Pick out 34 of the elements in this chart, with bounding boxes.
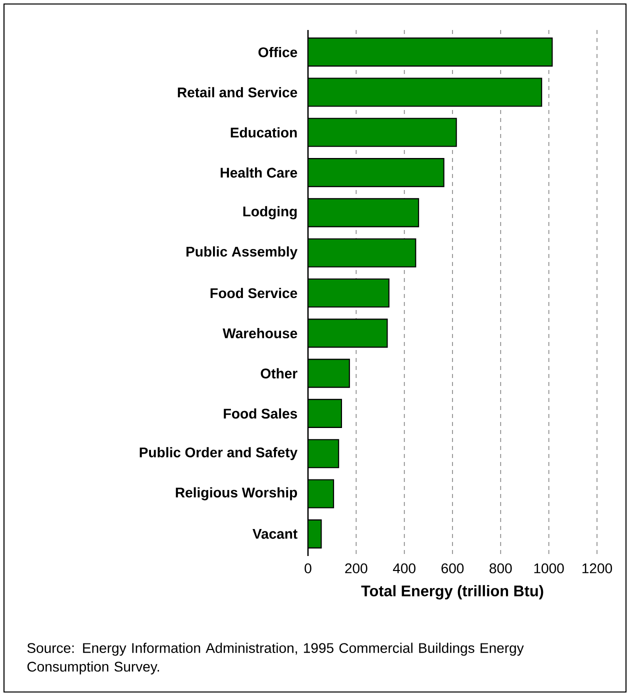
bar — [308, 398, 342, 428]
x-tick-label: 200 — [345, 563, 368, 574]
x-tick-label: 1000 — [534, 563, 564, 574]
bar — [308, 198, 420, 228]
x-tick-label: 0 — [304, 563, 312, 574]
y-tick-label: Public Order and Safety — [140, 447, 298, 460]
y-tick-label: Public Assembly — [186, 246, 298, 260]
bar — [308, 479, 334, 508]
x-tick-label: 400 — [392, 563, 416, 574]
y-tick-label: Retail and Service — [178, 87, 298, 98]
y-tick-label: Vacant — [252, 529, 298, 539]
y-tick-label: Food Sales — [224, 408, 298, 419]
x-tick-label: 1200 — [582, 563, 612, 574]
y-tick-label: Other — [260, 368, 298, 378]
y-tick-label: Education — [230, 127, 297, 138]
bar — [308, 358, 350, 388]
y-tick-label: Lodging — [243, 206, 297, 220]
y-tick-label: Religious Worship — [176, 487, 298, 500]
y-tick-label: Warehouse — [222, 328, 298, 338]
bar — [308, 38, 553, 67]
y-tick-label: Health Care — [220, 167, 298, 178]
bar — [308, 278, 390, 308]
bar — [308, 318, 388, 348]
bar — [308, 238, 416, 268]
bar — [308, 439, 340, 468]
bar — [308, 158, 444, 188]
source-note: Source: Energy Information Administration, 1995 Commercial Buildings Energy Consumption Survey. — [27, 642, 524, 674]
x-tick-label: 600 — [442, 563, 464, 574]
bar — [308, 118, 457, 147]
y-tick-label: Office — [258, 46, 298, 58]
x-tick-label: 800 — [490, 563, 512, 574]
x-axis-title: Total Energy (trillion Btu) — [361, 585, 544, 600]
y-tick-label: Food Service — [210, 288, 298, 298]
bar — [308, 78, 542, 107]
